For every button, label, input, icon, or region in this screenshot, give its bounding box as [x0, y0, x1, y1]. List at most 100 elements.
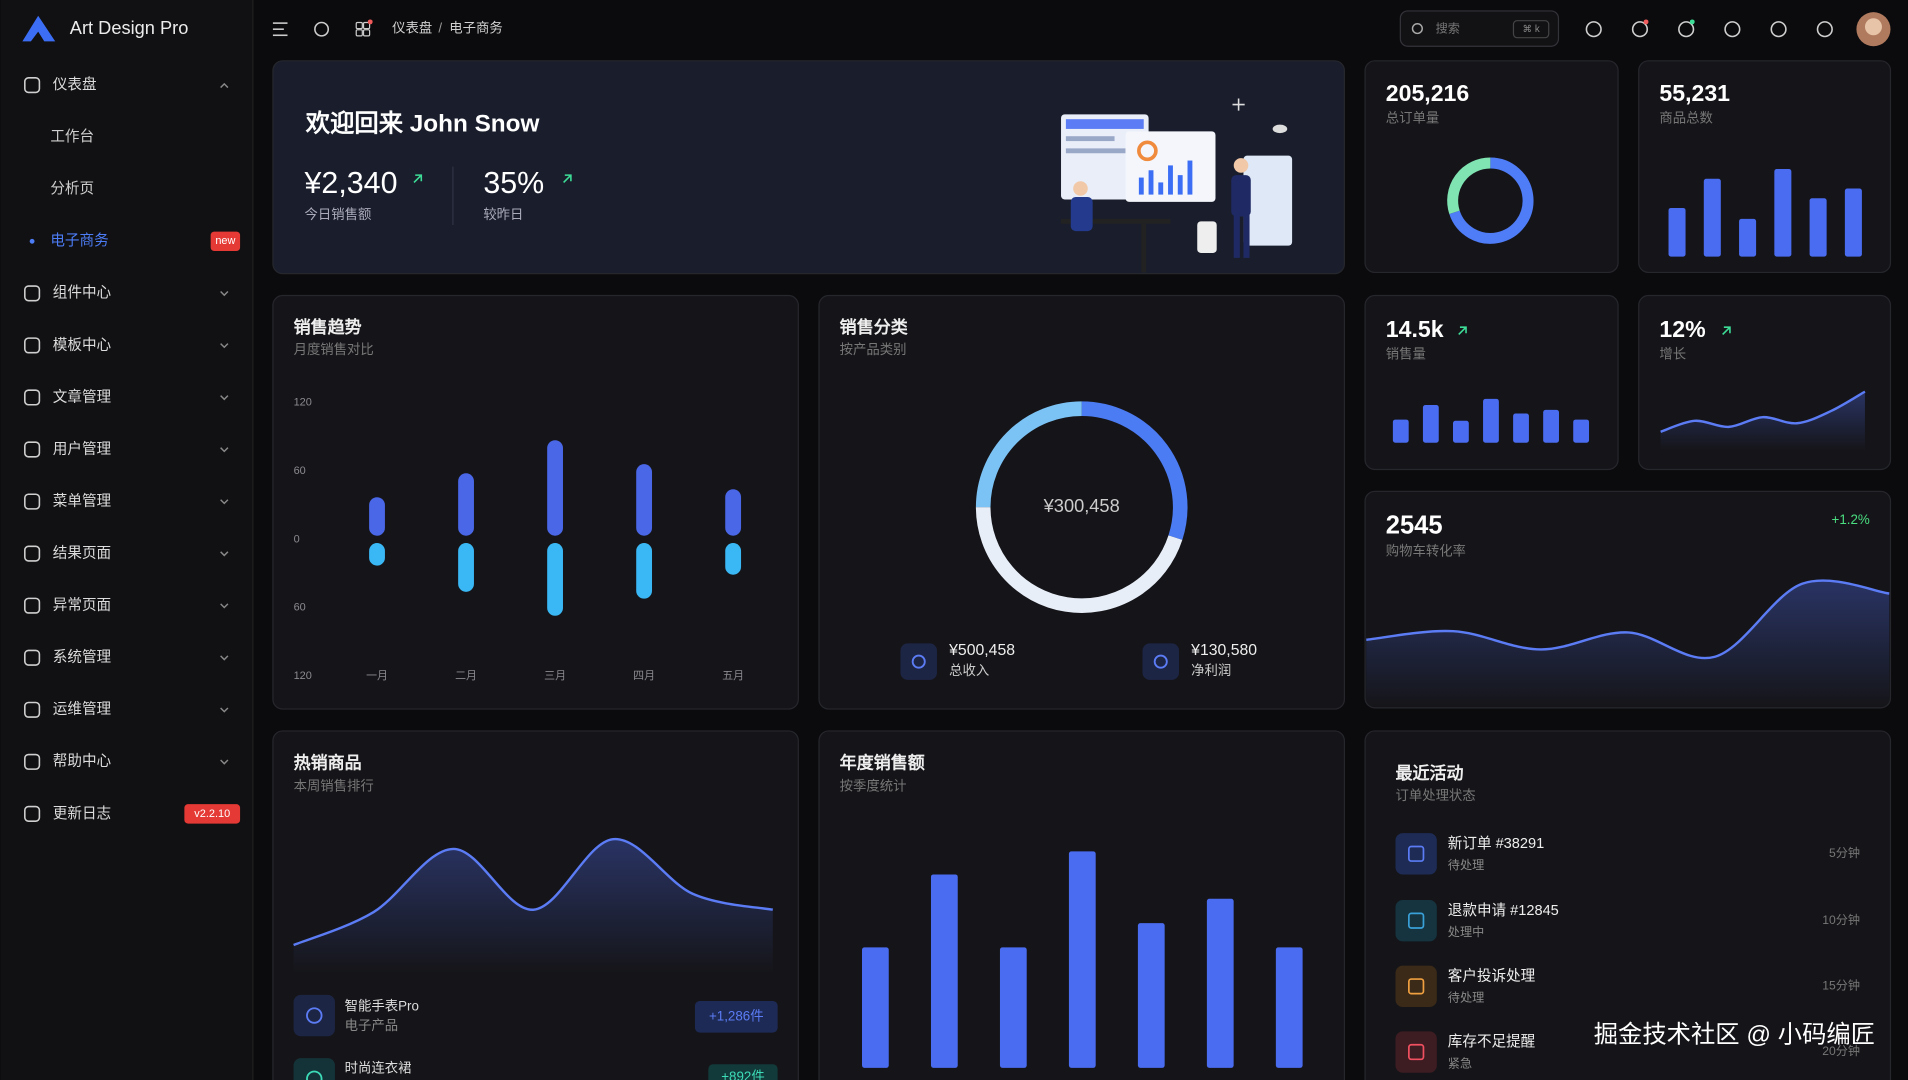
- apps-button[interactable]: [355, 21, 363, 30]
- bar: [1703, 178, 1721, 257]
- menu-item[interactable]: 异常页面: [53, 597, 111, 614]
- chevron: [220, 655, 229, 661]
- stat-value: ¥130,580: [1190, 642, 1257, 659]
- bar: [547, 543, 563, 616]
- bar: [1668, 207, 1686, 257]
- welcome-title: 欢迎回来 John Snow: [305, 110, 540, 138]
- card-subtitle: 订单处理状态: [1395, 788, 1475, 803]
- menu-item[interactable]: 运维管理: [53, 701, 112, 718]
- refresh-button[interactable]: [314, 21, 330, 37]
- illustration: [1187, 160, 1193, 195]
- stat-label: 今日销售额: [305, 207, 372, 222]
- stat-label: 总收入: [949, 663, 989, 678]
- icon: [24, 337, 41, 354]
- chevron: [220, 499, 229, 505]
- bar: [1206, 898, 1234, 1068]
- sold-text: +892件: [721, 1069, 764, 1080]
- activity-status: 待处理: [1448, 858, 1484, 872]
- notice-dot: [1643, 19, 1649, 25]
- stat-value: 55,231: [1659, 80, 1730, 106]
- submenu-item[interactable]: 分析页: [50, 180, 94, 197]
- menu-item[interactable]: 文章管理: [53, 387, 112, 405]
- y-tick-label: 120: [294, 670, 312, 682]
- stat-icon-glyph: [1153, 654, 1168, 669]
- apps-button[interactable]: [362, 21, 371, 30]
- menu-item[interactable]: 用户管理: [53, 440, 112, 457]
- chevron: [220, 759, 229, 765]
- menu-item[interactable]: 组件中心: [53, 284, 112, 301]
- toolbar-button[interactable]: [1724, 21, 1741, 38]
- activity-icon: [1395, 900, 1437, 942]
- menu-item[interactable]: 菜单管理: [53, 492, 112, 509]
- stat-value: 14.5k: [1386, 316, 1444, 342]
- activity-time: 10分钟: [1822, 912, 1860, 927]
- menu-item[interactable]: 模板中心: [53, 335, 112, 353]
- apps-button[interactable]: [362, 29, 371, 37]
- illustration: [1065, 136, 1115, 142]
- y-tick-label: 60: [294, 602, 306, 614]
- chat-dot: [1689, 19, 1695, 25]
- donut-segment: [1447, 157, 1491, 215]
- illustration: [1158, 182, 1164, 195]
- breadcrumb-item[interactable]: 仪表盘: [392, 20, 432, 36]
- hot-card: [272, 730, 799, 1080]
- activity-title: 客户投诉处理: [1448, 967, 1536, 984]
- stat-label: 净利润: [1191, 663, 1231, 678]
- stat-label: 总订单量: [1386, 111, 1439, 126]
- brand: Art Design Pro: [70, 17, 189, 38]
- activity-icon-glyph: [1408, 912, 1425, 929]
- notice-dot: [367, 19, 373, 25]
- toolbar-button[interactable]: [1631, 21, 1649, 38]
- activity-status: 处理中: [1448, 924, 1484, 939]
- area: [1366, 580, 1890, 707]
- sidebar: [0, 0, 253, 1080]
- bar: [1275, 947, 1303, 1068]
- menu-item[interactable]: 帮助中心: [53, 753, 112, 770]
- watermark: 掘金技术社区 @ 小码编匠: [1594, 1022, 1875, 1049]
- stat-change: +1.2%: [1832, 512, 1870, 527]
- icon: [24, 649, 41, 666]
- bar: [369, 497, 385, 536]
- bar: [1483, 398, 1499, 443]
- bar: [1739, 218, 1757, 257]
- illustration: [1233, 214, 1240, 258]
- submenu-item[interactable]: 工作台: [50, 128, 94, 145]
- activity-icon-glyph: [1408, 1043, 1425, 1061]
- menu-item[interactable]: 仪表盘: [53, 75, 97, 93]
- bar: [1844, 188, 1862, 257]
- donut-center: ¥300,458: [1043, 495, 1120, 516]
- chevron: [220, 82, 229, 89]
- bar: [999, 947, 1027, 1068]
- activity-status: 待处理: [1448, 991, 1484, 1005]
- menu-badge-text: new: [215, 235, 235, 247]
- product-name: 时尚连衣裙: [345, 1061, 412, 1076]
- stat-value: 35%: [483, 166, 544, 200]
- icon: [24, 545, 41, 562]
- toolbar-button[interactable]: [1678, 21, 1695, 38]
- toolbar-button[interactable]: [1770, 21, 1787, 38]
- toolbar-button[interactable]: [1585, 21, 1602, 38]
- logo: [22, 15, 56, 42]
- illustration: [1243, 155, 1293, 246]
- illustration: [1177, 175, 1183, 195]
- menu-item[interactable]: 更新日志: [53, 805, 111, 822]
- bar: [1452, 420, 1469, 443]
- menu-item[interactable]: 结果页面: [53, 544, 111, 561]
- illustration: [1073, 181, 1088, 196]
- line: [1366, 579, 1890, 660]
- illustration: [1148, 170, 1154, 195]
- submenu-item[interactable]: 电子商务: [50, 232, 108, 249]
- card-subtitle: 月度销售对比: [294, 342, 374, 357]
- apps-button[interactable]: [355, 29, 363, 37]
- toolbar-button[interactable]: [1816, 21, 1833, 38]
- chevron: [220, 707, 229, 713]
- menu-item[interactable]: 系统管理: [53, 649, 112, 666]
- illustration: [1141, 223, 1147, 273]
- search-placeholder: 搜索: [1436, 20, 1460, 35]
- activity-icon: [1395, 833, 1437, 875]
- bar: [725, 543, 742, 575]
- stat-label: 增长: [1659, 347, 1686, 362]
- icon: [24, 753, 41, 770]
- activity-icon-glyph: [1408, 845, 1425, 862]
